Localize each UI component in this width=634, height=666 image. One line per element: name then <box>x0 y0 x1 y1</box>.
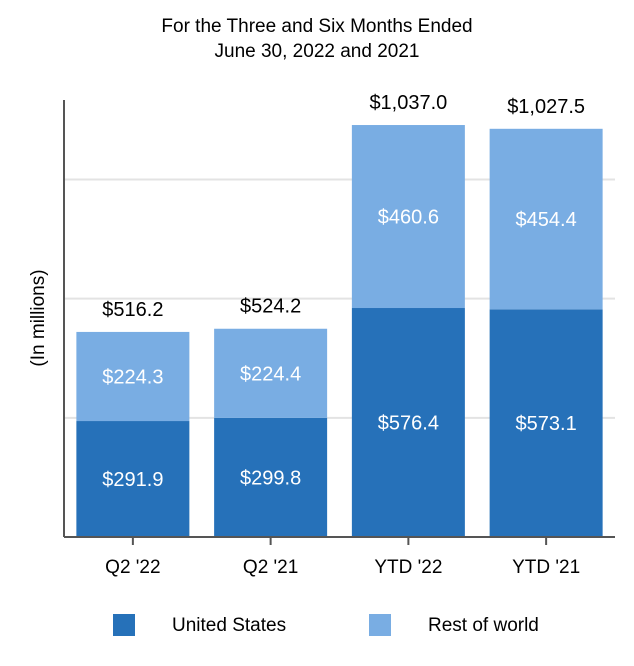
data-label-us-1: $299.8 <box>240 467 301 489</box>
data-label-us-2: $576.4 <box>378 413 439 435</box>
data-label-row-1: $224.4 <box>240 363 301 385</box>
bar-segment-us-2 <box>351 308 465 537</box>
data-label-us-0: $291.9 <box>102 469 163 491</box>
bar-segment-us-1 <box>214 417 328 537</box>
x-tick-label-3: YTD '21 <box>512 557 580 578</box>
total-label-3: $1,027.5 <box>507 96 585 118</box>
data-label-row-0: $224.3 <box>102 366 163 388</box>
data-label-row-2: $460.6 <box>378 207 439 229</box>
bar-segment-row-3 <box>489 128 603 310</box>
total-label-0: $516.2 <box>102 299 163 321</box>
total-label-1: $524.2 <box>240 296 301 318</box>
x-tick-label-1: Q2 '21 <box>243 557 298 578</box>
data-label-row-3: $454.4 <box>516 209 577 231</box>
x-tick-label-2: YTD '22 <box>374 557 442 578</box>
data-label-us-3: $573.1 <box>516 413 577 435</box>
legend-swatch-rest-of-world <box>369 614 391 636</box>
legend-label-rest-of-world: Rest of world <box>428 615 539 636</box>
x-tick-label-0: Q2 '22 <box>105 557 160 578</box>
legend-swatch-united-states <box>113 614 135 636</box>
bar-segment-row-0 <box>76 331 190 422</box>
bar-segment-row-2 <box>351 125 465 309</box>
axes: Q2 '22 Q2 '21 YTD '22 YTD '21 <box>63 100 615 578</box>
bars: $291.9 $224.3 $516.2 $299.8 $224.4 $524.2 $576… <box>76 92 603 537</box>
bar-segment-row-1 <box>214 328 328 418</box>
bar-segment-us-3 <box>489 309 603 537</box>
y-axis-label: (In millions) <box>28 269 49 366</box>
chart-title: For the Three and Six Months Ended <box>161 16 473 37</box>
bar-segment-us-0 <box>76 421 190 537</box>
total-label-2: $1,037.0 <box>369 92 447 114</box>
chart-subtitle: June 30, 2022 and 2021 <box>214 41 420 62</box>
legend-label-united-states: United States <box>172 615 287 636</box>
